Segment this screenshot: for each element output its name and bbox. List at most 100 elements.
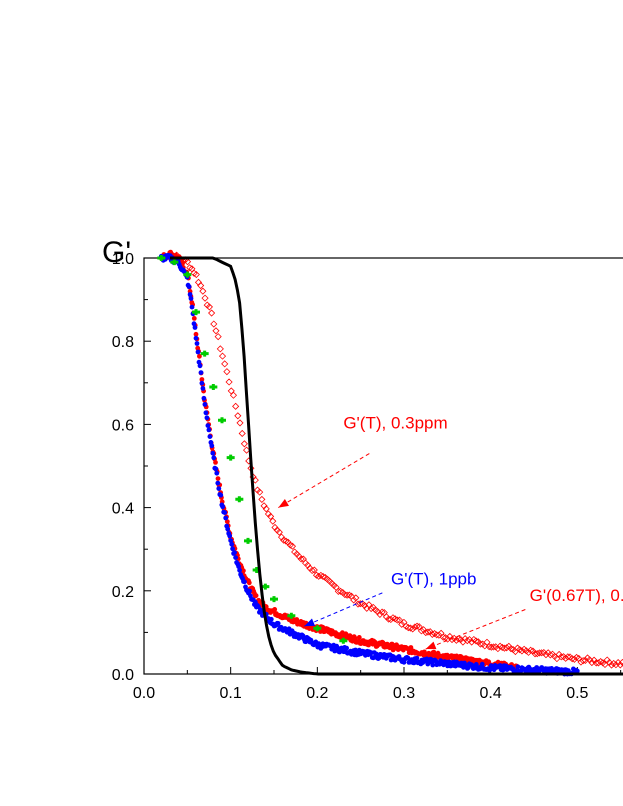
data-point <box>446 632 454 640</box>
data-point <box>253 593 259 598</box>
data-point <box>293 550 301 558</box>
y-tick-label: 1.0 <box>112 251 134 268</box>
data-point <box>213 460 218 465</box>
series-layer <box>157 249 623 677</box>
y-tick-label: 0.8 <box>112 334 134 351</box>
data-point <box>339 637 348 644</box>
data-point <box>479 661 485 667</box>
data-point <box>197 353 202 359</box>
data-point <box>212 327 220 335</box>
data-point <box>286 541 294 549</box>
data-point <box>256 488 264 496</box>
data-point <box>345 591 353 599</box>
data-point <box>170 259 179 266</box>
data-point <box>409 625 417 633</box>
data-point <box>483 638 491 646</box>
data-point <box>186 264 194 272</box>
data-point <box>269 517 277 525</box>
data-point <box>318 629 323 634</box>
data-point <box>272 607 278 612</box>
data-point <box>414 655 420 661</box>
data-point <box>557 653 565 661</box>
data-point <box>220 504 226 510</box>
data-point <box>186 284 192 290</box>
data-point <box>350 596 358 604</box>
data-point <box>463 637 471 645</box>
data-point <box>234 412 242 420</box>
data-point <box>284 538 292 546</box>
data-point <box>444 635 452 643</box>
annotation-arrow-line <box>304 592 383 627</box>
annotation-label: G'(T), 1ppb <box>391 570 476 589</box>
data-point <box>297 555 305 563</box>
data-point <box>199 287 207 295</box>
annotations: G'(T), 0.3ppm G'(T), 1ppb G'(0.67T), 0.3pp… <box>278 414 623 650</box>
data-point <box>564 653 572 661</box>
data-point <box>343 591 351 599</box>
data-point <box>200 350 209 357</box>
data-point <box>200 386 206 391</box>
data-point <box>485 643 493 651</box>
annotation-2: G'(0.67T), 0.3ppm <box>425 586 623 650</box>
data-point <box>183 258 192 266</box>
data-point <box>304 561 312 569</box>
data-point <box>476 640 484 648</box>
annotation-arrowhead <box>304 618 316 627</box>
series-g-0-67t-0-3ppm <box>158 249 520 672</box>
data-point <box>225 378 233 386</box>
data-point <box>498 643 506 651</box>
data-point <box>579 657 587 665</box>
data-point <box>210 450 216 456</box>
data-point <box>214 470 220 476</box>
data-point <box>218 492 224 498</box>
data-point <box>287 612 296 619</box>
data-point <box>222 510 228 515</box>
data-point <box>229 541 235 547</box>
data-point <box>356 600 364 608</box>
data-point <box>209 443 215 449</box>
x-tick-label: 0.4 <box>480 685 502 702</box>
annotation-arrowhead <box>425 641 437 650</box>
data-point <box>253 486 262 494</box>
data-point <box>227 387 235 395</box>
data-point <box>236 419 244 427</box>
data-point <box>228 538 234 543</box>
data-point <box>193 335 199 341</box>
annotation-arrow-line <box>425 609 526 650</box>
y-tick-label: 0.2 <box>112 584 134 601</box>
data-point <box>574 668 580 674</box>
data-point <box>238 429 246 438</box>
data-point <box>352 635 358 641</box>
data-point <box>326 577 334 585</box>
data-point <box>223 515 229 521</box>
x-tick-label: 0.3 <box>393 685 415 702</box>
data-point <box>573 653 581 661</box>
data-point <box>275 528 283 536</box>
data-point <box>317 571 325 579</box>
data-point <box>209 383 218 390</box>
data-point <box>332 583 340 591</box>
data-point <box>192 270 200 279</box>
data-point <box>199 380 205 386</box>
data-point <box>243 446 251 454</box>
data-point <box>227 533 233 539</box>
data-point <box>315 572 323 580</box>
data-point <box>352 594 360 602</box>
data-point <box>313 625 322 632</box>
data-point <box>216 486 222 491</box>
series-model-curve <box>170 256 623 676</box>
data-point <box>191 316 197 321</box>
data-point <box>224 519 230 524</box>
annotation-label: G'(T), 0.3ppm <box>343 414 447 433</box>
data-point <box>334 587 342 595</box>
annotation-arrowhead <box>278 499 289 508</box>
data-point <box>189 304 195 310</box>
data-point <box>280 536 288 544</box>
data-point <box>199 377 205 382</box>
data-point <box>328 579 336 587</box>
data-point <box>207 434 213 439</box>
data-point <box>232 550 238 555</box>
data-point <box>226 454 235 461</box>
data-point <box>194 278 203 286</box>
